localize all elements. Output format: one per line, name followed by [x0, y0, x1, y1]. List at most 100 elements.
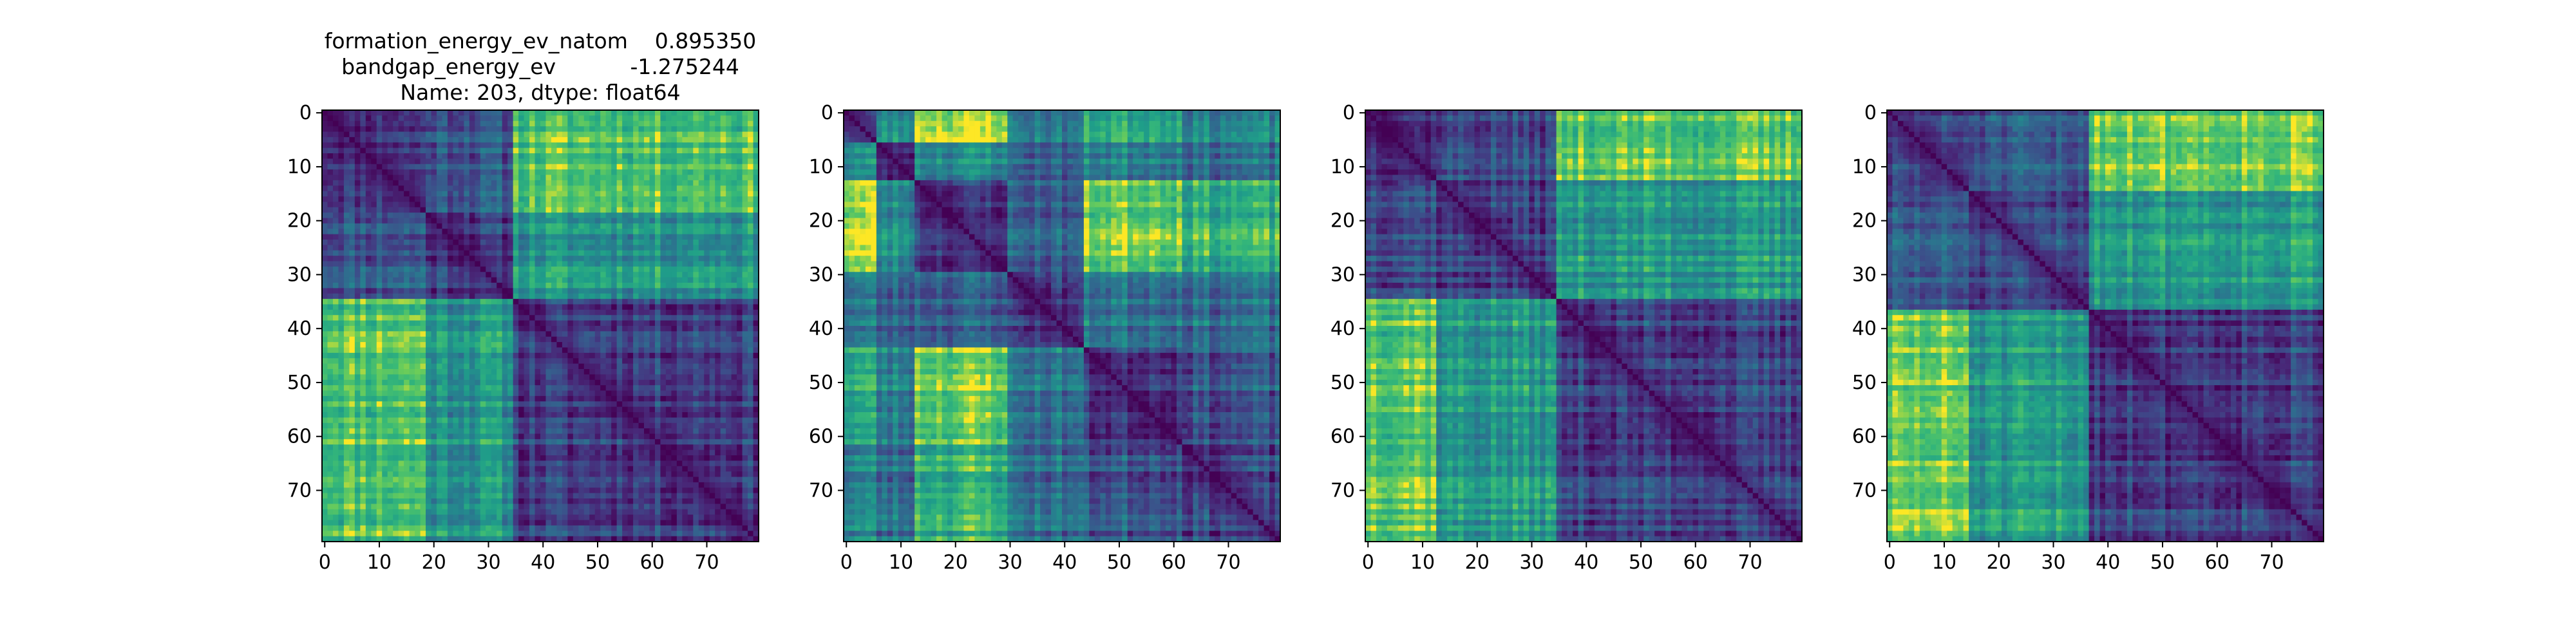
heatmap-cell: [431, 250, 437, 256]
heatmap-cell: [578, 131, 585, 138]
heatmap-cell: [605, 326, 612, 332]
heatmap-cell: [600, 250, 607, 256]
heatmap-cell: [436, 309, 443, 316]
heatmap-cell: [567, 147, 574, 154]
heatmap-cell: [404, 428, 410, 435]
heatmap-cell: [622, 120, 629, 127]
heatmap-cell: [693, 283, 699, 289]
heatmap-cell: [638, 309, 645, 316]
heatmap-cell: [698, 439, 705, 445]
heatmap-cell: [475, 401, 481, 408]
heatmap-cell: [469, 196, 475, 202]
heatmap-cell: [442, 401, 448, 408]
heatmap-cell: [693, 191, 699, 197]
heatmap-cell: [704, 115, 710, 122]
heatmap-cell: [502, 202, 508, 208]
heatmap-cell: [327, 202, 334, 208]
heatmap-cell: [426, 347, 432, 354]
heatmap-cell: [682, 352, 688, 359]
heatmap-cell: [382, 309, 388, 316]
heatmap-cell: [589, 379, 596, 386]
heatmap-cell: [360, 245, 366, 251]
heatmap-cell: [627, 412, 634, 418]
heatmap-cell: [486, 250, 492, 256]
heatmap-cell: [475, 202, 481, 208]
heatmap-cell: [349, 439, 355, 445]
heatmap-cell: [354, 158, 361, 165]
heatmap-cell: [382, 245, 388, 251]
heatmap-cell: [726, 277, 732, 283]
heatmap-cell: [715, 304, 721, 310]
heatmap-cell: [540, 126, 547, 133]
heatmap-cell: [562, 395, 568, 402]
heatmap-cell: [497, 256, 503, 262]
heatmap-cell: [600, 115, 607, 122]
heatmap-cell: [605, 395, 612, 402]
heatmap-cell: [654, 374, 661, 381]
heatmap-cell: [665, 422, 672, 429]
heatmap-cell: [627, 142, 634, 149]
heatmap-cell: [387, 352, 393, 359]
heatmap-cell: [426, 213, 432, 219]
heatmap-cell: [409, 153, 415, 159]
heatmap-cell: [737, 272, 743, 278]
heatmap-cell: [376, 234, 383, 240]
heatmap-cell: [611, 315, 618, 321]
heatmap-cell: [611, 422, 618, 429]
heatmap-cell: [464, 363, 470, 370]
heatmap-cell: [693, 202, 699, 208]
heatmap-cell: [583, 266, 590, 272]
heatmap-cell: [480, 309, 486, 316]
heatmap-cell: [731, 374, 737, 381]
heatmap-cell: [594, 137, 601, 143]
heatmap-cell: [742, 422, 748, 429]
heatmap-cell: [726, 158, 732, 165]
heatmap-cell: [398, 422, 404, 429]
heatmap-cell: [507, 342, 514, 348]
heatmap-cell: [535, 352, 541, 359]
heatmap-cell: [687, 428, 694, 435]
heatmap-cell: [365, 272, 372, 278]
heatmap-cell: [742, 433, 748, 440]
heatmap-cell: [704, 309, 710, 316]
heatmap-cell: [475, 250, 481, 256]
heatmap-cell: [398, 256, 404, 262]
heatmap-cell: [698, 256, 705, 262]
heatmap-cell: [513, 444, 519, 451]
heatmap-cell: [687, 169, 694, 176]
heatmap-cell: [709, 385, 715, 392]
heatmap-cell: [573, 175, 579, 181]
heatmap-cell: [354, 358, 361, 365]
heatmap-cell: [704, 342, 710, 348]
heatmap-cell: [338, 363, 345, 370]
heatmap-cell: [611, 158, 618, 165]
heatmap-cell: [535, 315, 541, 321]
heatmap-cell: [726, 240, 732, 245]
heatmap-cell: [649, 234, 656, 240]
heatmap-cell: [556, 137, 563, 143]
heatmap-cell: [475, 293, 481, 299]
heatmap-cell: [529, 309, 536, 316]
heatmap-cell: [551, 336, 558, 343]
heatmap-cell: [387, 385, 393, 392]
heatmap-cell: [573, 110, 579, 116]
heatmap-cell: [693, 336, 699, 343]
heatmap-cell: [426, 342, 432, 348]
heatmap-cell: [726, 347, 732, 354]
heatmap-cell: [687, 175, 694, 181]
heatmap-cell: [475, 207, 481, 213]
heatmap-cell: [704, 147, 710, 154]
heatmap-cell: [731, 250, 737, 256]
heatmap-cell: [453, 180, 459, 186]
heatmap-cell: [748, 180, 754, 186]
heatmap-cell: [420, 412, 426, 418]
heatmap-cell: [556, 191, 563, 197]
heatmap-cell: [737, 175, 743, 181]
heatmap-cell: [371, 137, 377, 143]
heatmap-cell: [518, 326, 525, 332]
heatmap-cell: [605, 347, 612, 354]
heatmap-cell: [409, 315, 415, 321]
heatmap-cell: [660, 315, 667, 321]
heatmap-cell: [589, 395, 596, 402]
heatmap-cell: [354, 120, 361, 127]
